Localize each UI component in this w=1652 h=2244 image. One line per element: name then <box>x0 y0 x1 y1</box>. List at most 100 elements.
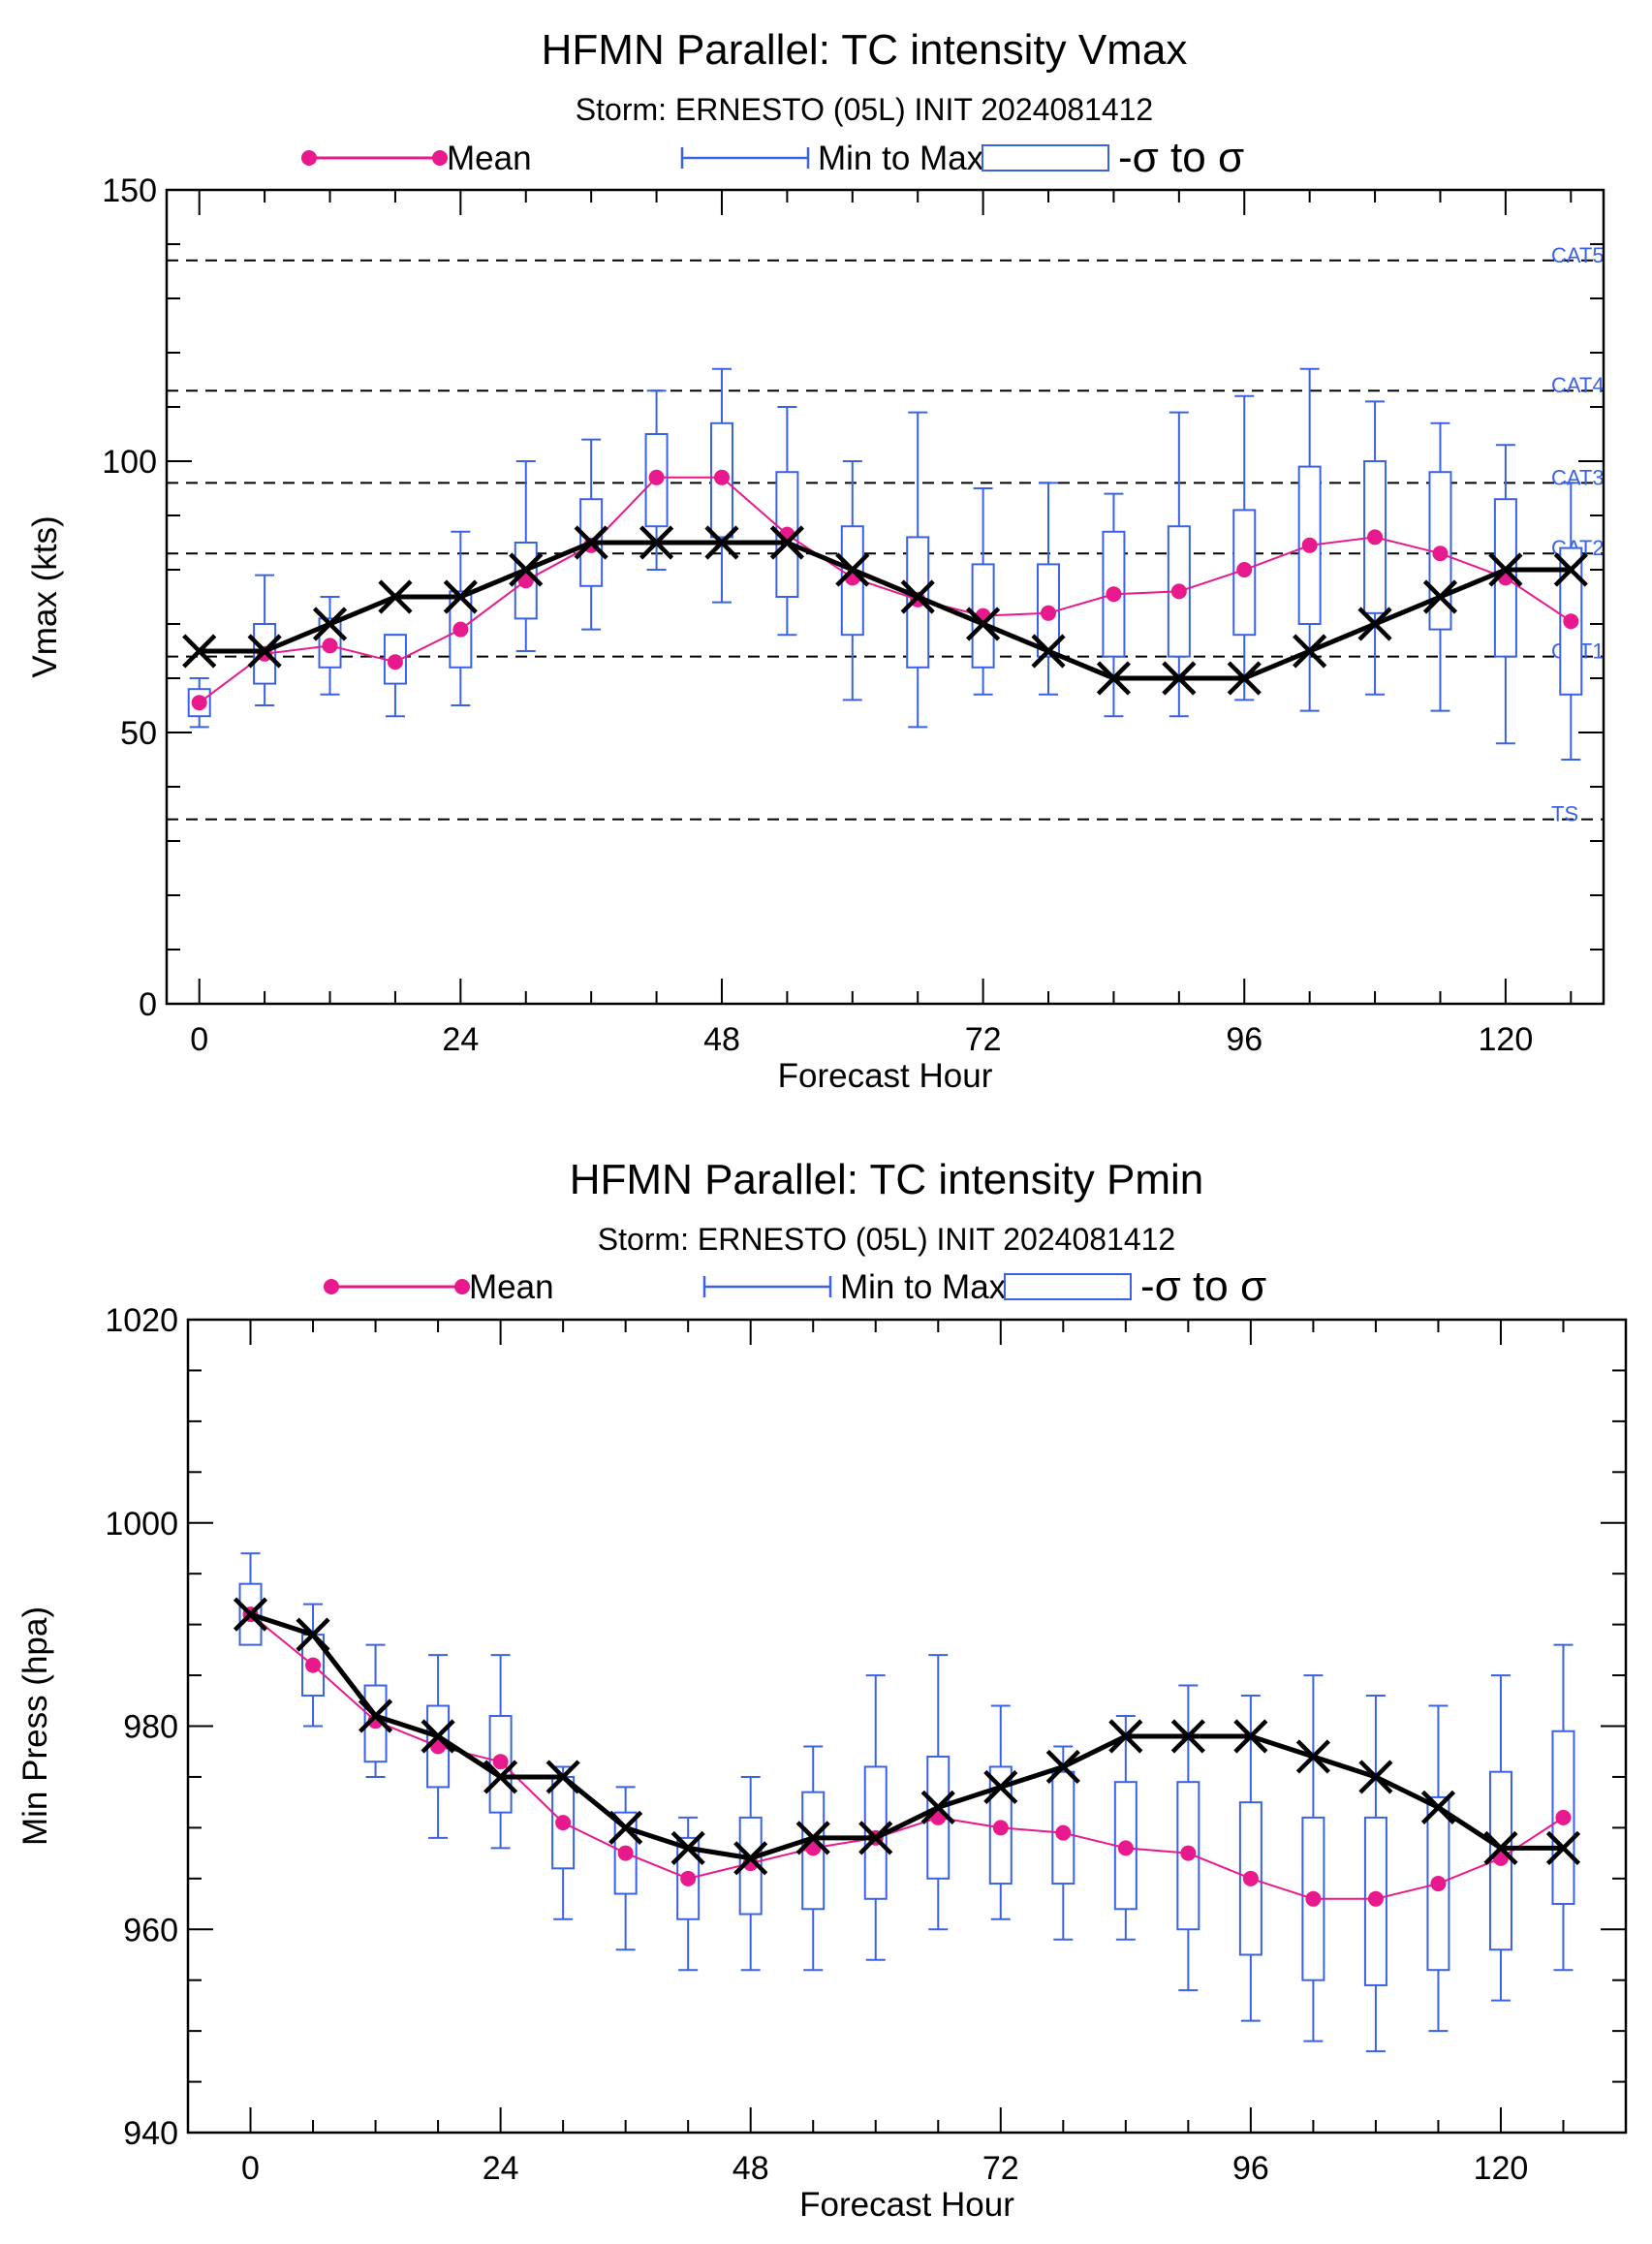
spread-box <box>709 367 733 604</box>
x-tick-label: 96 <box>1226 1021 1262 1058</box>
mean-line <box>199 476 1572 704</box>
spread-box <box>1113 1715 1138 1941</box>
chart-subtitle: Storm: ERNESTO (05L) INIT 2024081412 <box>576 92 1153 127</box>
x-tick-label: 96 <box>1232 2150 1269 2187</box>
best-track-marker <box>1358 1760 1393 1794</box>
x-marker-stroke <box>1096 661 1132 696</box>
y-tick-label: 940 <box>123 2115 178 2152</box>
x-marker-stroke <box>182 634 217 669</box>
threshold-label: CAT3 <box>1551 465 1605 489</box>
mean-point <box>1367 1890 1384 1907</box>
best-track-marker <box>1293 634 1327 669</box>
x-marker-stroke <box>247 634 282 669</box>
spread-box <box>1493 444 1517 745</box>
spread-box <box>551 1765 576 1920</box>
x-marker-stroke <box>574 525 608 560</box>
best-track-line <box>249 1611 1564 1861</box>
y-axis-label: Min Press (hpa) <box>16 1606 54 1846</box>
x-marker-stroke <box>835 552 870 587</box>
best-track-marker <box>1357 607 1392 641</box>
x-marker-stroke <box>509 552 544 587</box>
x-marker-stroke <box>966 607 1001 641</box>
best-track-marker <box>1162 661 1197 696</box>
x-tick-label: 48 <box>703 1021 740 1058</box>
x-tick-label: 0 <box>190 1021 208 1058</box>
y-tick-label: 980 <box>123 1709 178 1746</box>
threshold-label: CAT4 <box>1551 373 1605 397</box>
best-track-marker <box>509 552 544 587</box>
best-track-marker <box>704 525 739 560</box>
legend-mean-label: Mean <box>447 140 532 177</box>
best-track-marker <box>835 552 870 587</box>
best-track-marker <box>574 525 608 560</box>
best-track-marker <box>312 607 348 641</box>
spread-box <box>514 460 538 652</box>
best-track-marker <box>1545 1830 1581 1865</box>
x-tick-label: 120 <box>1479 1021 1534 1058</box>
legend-sigma-box <box>982 144 1109 171</box>
legend-mean-label: Mean <box>469 1268 554 1306</box>
x-marker-stroke <box>378 579 413 614</box>
x-marker-stroke <box>1295 1739 1330 1774</box>
x-marker-stroke <box>1170 1719 1205 1754</box>
plot-frame <box>165 188 1605 1006</box>
best-track-marker <box>1420 1790 1456 1824</box>
mean-point <box>1432 545 1449 562</box>
y-tick-label: 150 <box>102 172 157 209</box>
best-track-marker <box>545 1760 580 1794</box>
x-tick-label: 120 <box>1474 2150 1529 2187</box>
best-track-marker <box>1031 634 1066 669</box>
best-track-marker <box>1233 1719 1268 1754</box>
spread-box <box>383 634 407 718</box>
spread-box <box>906 411 930 729</box>
x-marker-stroke <box>483 1760 518 1794</box>
x-marker-stroke <box>1227 661 1262 696</box>
best-track-marker <box>1483 1830 1518 1865</box>
best-track-marker <box>795 1821 830 1855</box>
best-track-marker <box>733 1841 768 1876</box>
mean-point <box>1117 1840 1134 1856</box>
x-marker-stroke <box>1045 1749 1080 1785</box>
best-track-marker <box>421 1719 455 1754</box>
mean-point <box>648 469 665 485</box>
best-track-marker <box>1045 1749 1080 1785</box>
spread-box <box>1426 1704 1450 2033</box>
pmin-chart-panel: HFMN Parallel: TC intensity Pmin Storm: E… <box>0 1122 1652 2244</box>
x-marker-stroke <box>1553 552 1588 587</box>
x-marker-stroke <box>1293 634 1327 669</box>
y-tick-label: 1000 <box>105 1506 178 1543</box>
best-track-line <box>199 540 1572 681</box>
legend-mean-dot <box>454 1279 470 1294</box>
spread-box <box>1363 1695 1387 2053</box>
x-marker-stroke <box>900 579 935 614</box>
x-marker-stroke <box>296 1617 330 1652</box>
mean-point <box>1367 529 1384 545</box>
y-tick-label: 0 <box>139 986 157 1023</box>
spread-box <box>775 406 799 637</box>
mean-point <box>322 638 338 654</box>
y-tick-label: 960 <box>123 1912 178 1948</box>
y-tick-label: 1020 <box>105 1302 178 1339</box>
chart-subtitle: Storm: ERNESTO (05L) INIT 2024081412 <box>598 1222 1175 1257</box>
x-marker-stroke <box>1108 1719 1143 1754</box>
x-marker-stroke <box>1483 1830 1518 1865</box>
spread-box <box>926 1654 951 1931</box>
vmax-chart: HFMN Parallel: TC intensity Vmax Storm: E… <box>26 26 1605 1095</box>
legend-sigma-box <box>1004 1273 1132 1300</box>
legend-mean-dot <box>301 150 317 166</box>
mean-point <box>387 654 403 670</box>
legend-sigma-label: -σ to σ <box>1140 1262 1266 1310</box>
x-tick-label: 0 <box>241 2150 260 2187</box>
x-marker-stroke <box>1545 1830 1581 1865</box>
spread-box <box>238 1552 263 1646</box>
pmin-chart: HFMN Parallel: TC intensity Pmin Storm: E… <box>16 1156 1628 2224</box>
best-track-marker <box>1227 661 1262 696</box>
x-marker-stroke <box>1233 1719 1268 1754</box>
mean-point <box>1170 583 1187 600</box>
mean-point <box>452 621 469 638</box>
legend-mean-dot <box>432 150 448 166</box>
mean-point <box>1106 586 1122 603</box>
best-track-marker <box>1488 552 1523 587</box>
x-marker-stroke <box>312 607 348 641</box>
x-marker-stroke <box>983 1769 1018 1805</box>
